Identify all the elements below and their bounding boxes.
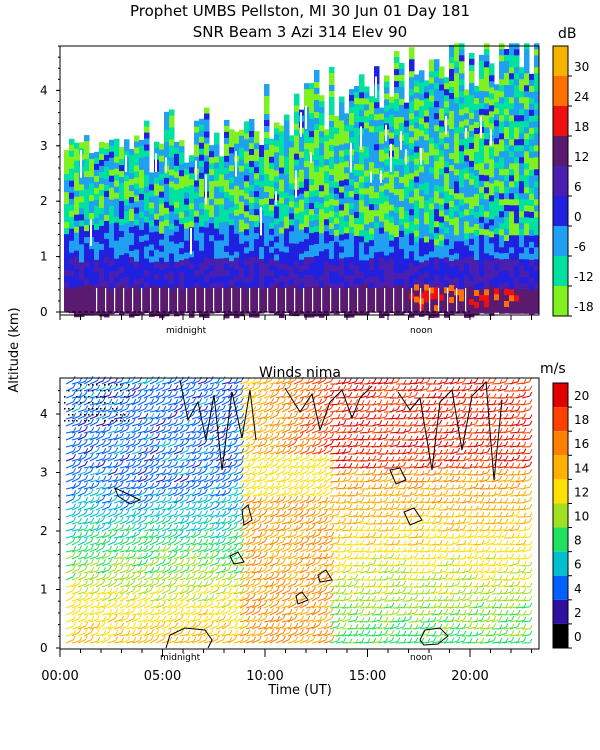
snr-heatmap <box>64 43 540 319</box>
winds-colorbar-tick: 8 <box>574 534 582 548</box>
snr-colorbar-tick: -18 <box>574 300 594 314</box>
snr-colorbar-bin <box>553 286 568 316</box>
winds-plot-frame <box>59 377 540 650</box>
snr-colorbar-bin <box>553 136 568 166</box>
snr-colorbar-bin <box>553 196 568 226</box>
winds-midnight-label: midnight <box>160 653 201 663</box>
snr-colorbar-tick: 0 <box>574 210 582 224</box>
x-axis-label: Time (UT) <box>267 683 332 698</box>
winds-colorbar-tick: 4 <box>574 582 582 596</box>
snr-contour-line <box>114 487 142 505</box>
winds-colorbar-tick: 0 <box>574 630 582 644</box>
winds-colorbar-bin <box>553 479 568 504</box>
winds-x-tick-label: 00:00 <box>41 669 78 684</box>
snr-contour-line <box>179 379 257 471</box>
winds-y-tick-label: 2 <box>40 524 48 538</box>
winds-colorbar-bin <box>553 383 568 408</box>
snr-colorbar-tick: 6 <box>574 180 582 194</box>
winds-y-tick-label: 3 <box>40 466 48 480</box>
winds-colorbar-bin <box>553 431 568 456</box>
winds-colorbar-tick: 10 <box>574 510 589 524</box>
snr-x-axis <box>59 311 532 320</box>
winds-colorbar-bin <box>553 599 568 624</box>
snr-y-tick-label: 2 <box>40 194 48 208</box>
snr-colorbar-tick: 18 <box>574 120 589 134</box>
snr-y-tick-label: 0 <box>40 305 48 319</box>
snr-panel: 0 1 2 3 4 midnight noon <box>40 43 540 336</box>
snr-contour-line <box>397 380 503 481</box>
snr-colorbar-tick: 30 <box>574 60 589 74</box>
winds-y-tick-label: 4 <box>40 407 48 421</box>
winds-colorbar-tick: 14 <box>574 461 589 475</box>
snr-contour-line <box>317 569 333 583</box>
snr-noon-label: noon <box>410 326 432 336</box>
y-axis-label: Altitude (km) <box>7 307 22 392</box>
winds-colorbar-tick: 2 <box>574 606 582 620</box>
snr-y-tick-label: 4 <box>40 83 48 97</box>
snr-colorbar-bin <box>553 166 568 196</box>
snr-colorbar-tick: 24 <box>574 90 589 104</box>
snr-contour-line <box>241 504 253 526</box>
snr-colorbar-bin <box>553 106 568 136</box>
chart-title-line2: SNR Beam 3 Azi 314 Elev 90 <box>193 23 407 41</box>
snr-midnight-label: midnight <box>166 326 207 336</box>
snr-contour-line <box>229 551 245 565</box>
winds-colorbar-tick: 6 <box>574 558 582 572</box>
winds-title: Winds nima <box>259 365 341 381</box>
winds-panel: Winds nima 0 1 2 3 4 00:00 05:00 10:00 15:00 20:… <box>40 365 540 684</box>
snr-y-axis: 0 1 2 3 4 <box>40 45 60 319</box>
snr-contour-line <box>419 627 449 646</box>
snr-y-tick-label: 1 <box>40 250 48 264</box>
snr-contour-line <box>389 467 407 485</box>
snr-contour-line <box>165 627 213 649</box>
snr-contour-line <box>403 507 423 526</box>
wind-barbs <box>64 375 533 644</box>
snr-colorbar-bin <box>553 76 568 106</box>
winds-colorbar-bin <box>553 623 568 648</box>
winds-colorbar-unit: m/s <box>540 361 566 377</box>
chart-title-line1: Prophet UMBS Pellston, MI 30 Jun 01 Day … <box>130 2 470 20</box>
winds-colorbar-bin <box>553 503 568 528</box>
winds-y-axis: 0 1 2 3 4 <box>40 390 60 655</box>
snr-colorbar: dB 30 24 18 12 6 0 -6 -12 -18 <box>552 26 594 317</box>
snr-colorbar-tick: -12 <box>574 270 594 284</box>
snr-colorbar-tick: -6 <box>574 240 586 254</box>
snr-colorbar-unit: dB <box>558 26 577 42</box>
winds-x-tick-label: 10:00 <box>246 669 283 684</box>
snr-colorbar-bin <box>553 226 568 256</box>
winds-noon-label: noon <box>410 653 432 663</box>
snr-contours <box>114 379 503 649</box>
winds-colorbar-tick: 16 <box>574 437 589 451</box>
snr-colorbar-bin <box>553 256 568 286</box>
winds-colorbar-tick: 18 <box>574 413 589 427</box>
snr-y-tick-label: 3 <box>40 139 48 153</box>
winds-colorbar-bin <box>553 551 568 576</box>
winds-colorbar-bin <box>553 407 568 432</box>
winds-colorbar-bin <box>553 575 568 600</box>
winds-colorbar-tick: 12 <box>574 485 589 499</box>
winds-colorbar-tick: 20 <box>574 389 589 403</box>
snr-contour-line <box>295 591 309 605</box>
winds-y-tick-label: 1 <box>40 583 48 597</box>
snr-plot-frame <box>59 45 540 316</box>
snr-colorbar-bin <box>553 46 568 76</box>
winds-x-tick-label: 15:00 <box>349 669 386 684</box>
winds-colorbar-bin <box>553 455 568 480</box>
winds-x-axis: 00:00 05:00 10:00 15:00 20:00 <box>41 649 532 684</box>
winds-y-tick-label: 0 <box>40 641 48 655</box>
snr-contour-line <box>284 385 373 432</box>
winds-x-tick-label: 20:00 <box>451 669 488 684</box>
snr-colorbar-tick: 12 <box>574 150 589 164</box>
winds-x-tick-label: 05:00 <box>144 669 181 684</box>
winds-colorbar-bin <box>553 527 568 552</box>
